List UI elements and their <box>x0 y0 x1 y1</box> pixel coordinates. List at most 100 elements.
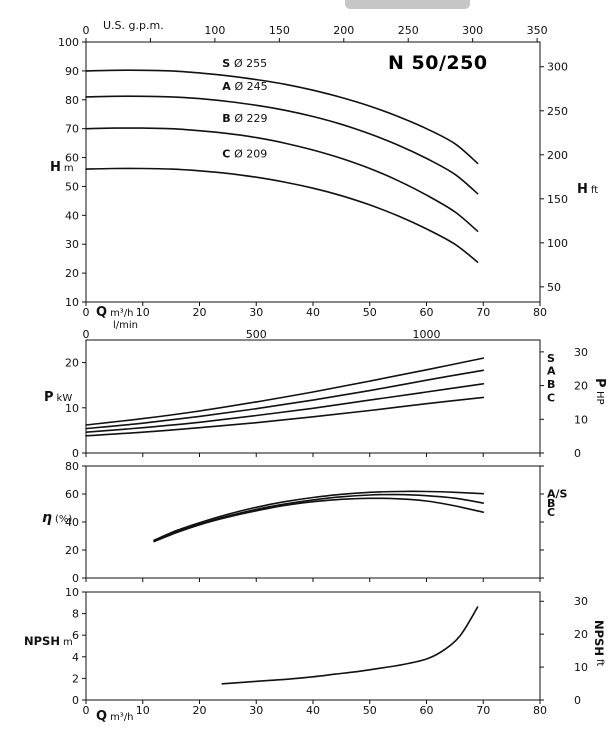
tick-label: 60 <box>420 704 434 717</box>
tick-label: 50 <box>363 306 377 319</box>
tick-label: 4 <box>72 651 79 664</box>
efficiency-plot-border <box>85 465 541 579</box>
tick-label: 100 <box>547 237 568 250</box>
curve-end-label-A/S: A/S <box>547 487 568 500</box>
curve-end-label-A: A <box>547 364 556 377</box>
tick-label: 0 <box>83 24 90 37</box>
tick-label: 80 <box>65 460 79 473</box>
tick-label: 0 <box>83 328 90 341</box>
curve-end-label-C: C <box>547 506 555 519</box>
tick-label: 500 <box>246 328 267 341</box>
tick-label: 0 <box>574 447 581 460</box>
tick-label: 60 <box>420 306 434 319</box>
tick-label: 0 <box>72 694 79 707</box>
npsh-ft-axis-label: NPSHft <box>592 620 606 667</box>
curve-C <box>85 396 485 437</box>
tick-label: 90 <box>65 65 79 78</box>
tick-label: 100 <box>58 36 79 49</box>
npsh-panel: 0 10 20 30 40 50 60 70 80 0 2 4 6 8 10 0 10 20 30 <box>65 586 588 717</box>
tick-label: 10 <box>65 586 79 599</box>
curve-NPSH <box>221 606 479 685</box>
tick-label: 0 <box>72 572 79 585</box>
npsh-plot-border <box>85 591 541 701</box>
power-plot-border <box>85 339 541 454</box>
tick-label: 70 <box>476 306 490 319</box>
tick-label: 10 <box>574 413 588 426</box>
curve-end-label-C: C <box>547 391 555 404</box>
efficiency-panel: 0 20 40 60 80 A/SBC <box>65 460 568 585</box>
head-capacity-plot-border <box>85 41 541 303</box>
curve-C <box>153 497 485 543</box>
tick-label: 20 <box>574 380 588 393</box>
gpm-axis-text: U.S. g.p.m. <box>103 19 164 32</box>
tick-label: 6 <box>72 629 79 642</box>
tick-label: 200 <box>333 24 354 37</box>
power-hp-axis-label: PHP <box>592 378 607 405</box>
tick-label: 60 <box>65 152 79 165</box>
tick-label: 150 <box>269 24 290 37</box>
tick-label: 150 <box>547 193 568 206</box>
tick-label: 80 <box>65 94 79 107</box>
tick-label: 0 <box>83 704 90 717</box>
curve-A <box>85 369 485 430</box>
tick-label: 300 <box>547 61 568 74</box>
curve-label-S: S Ø 255 <box>222 57 267 70</box>
curve-end-label-B: B <box>547 497 555 510</box>
tick-label: 30 <box>574 346 588 359</box>
top-scrollbar-thumb[interactable] <box>345 0 470 9</box>
tick-label: 300 <box>462 24 483 37</box>
tick-label: 60 <box>65 488 79 501</box>
tick-label: 20 <box>65 544 79 557</box>
tick-label: 0 <box>72 447 79 460</box>
tick-label: 30 <box>574 595 588 608</box>
tick-label: 80 <box>533 704 547 717</box>
tick-label: 250 <box>398 24 419 37</box>
curve-S <box>85 69 479 165</box>
npsh-m-axis-label: NPSH m <box>24 634 73 648</box>
tick-label: 1000 <box>412 328 440 341</box>
tick-label: 0 <box>83 306 90 319</box>
tick-label: 100 <box>204 24 225 37</box>
tick-label: 50 <box>65 180 79 193</box>
curve-label-C: C Ø 209 <box>222 148 267 161</box>
tick-label: 40 <box>306 306 320 319</box>
tick-label: 20 <box>65 267 79 280</box>
tick-label: 10 <box>136 306 150 319</box>
curve-label-B: B Ø 229 <box>222 112 267 125</box>
curve-C <box>85 167 479 263</box>
tick-label: 0 <box>574 694 581 707</box>
tick-label: 2 <box>72 672 79 685</box>
curve-B <box>85 383 485 433</box>
tick-label: 10 <box>136 704 150 717</box>
tick-label: 10 <box>65 402 79 415</box>
tick-label: 70 <box>65 123 79 136</box>
tick-label: 20 <box>65 357 79 370</box>
tick-label: 50 <box>547 281 561 294</box>
tick-label: 10 <box>65 296 79 309</box>
curve-label-A: A Ø 245 <box>222 80 268 93</box>
efficiency-axis-label: η (%) <box>42 510 73 526</box>
curve-end-label-S: S <box>547 352 555 365</box>
tick-label: 250 <box>547 105 568 118</box>
tick-label: 30 <box>249 704 263 717</box>
tick-label: 40 <box>306 704 320 717</box>
tick-label: 350 <box>527 24 548 37</box>
chart-title: N 50/250 <box>388 52 488 74</box>
tick-label: 20 <box>193 306 207 319</box>
gpm-axis-label: U.S. g.p.m. <box>103 19 164 32</box>
tick-label: 200 <box>547 149 568 162</box>
tick-label: 30 <box>249 306 263 319</box>
tick-label: 10 <box>574 661 588 674</box>
q-lmin-axis-label: l/min <box>113 320 139 331</box>
curve-end-label-B: B <box>547 378 555 391</box>
curve-S <box>85 357 485 426</box>
tick-label: 40 <box>65 209 79 222</box>
curve-A/S <box>153 490 485 541</box>
